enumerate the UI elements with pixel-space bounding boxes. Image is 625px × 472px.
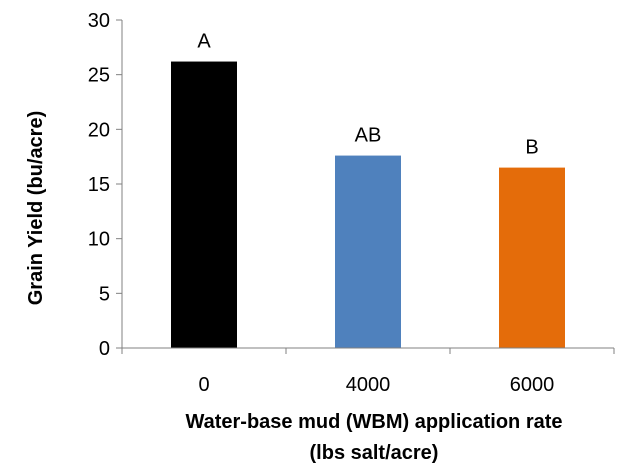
bar-6000 bbox=[499, 167, 565, 348]
x-tick-label: 0 bbox=[198, 374, 209, 396]
bar-letter-label: AB bbox=[355, 125, 382, 147]
y-tick-label: 30 bbox=[88, 10, 110, 32]
bars bbox=[171, 61, 565, 349]
x-tick-label: 4000 bbox=[346, 374, 391, 396]
bar-letter-label: A bbox=[197, 31, 211, 53]
bar-labels: A AB B bbox=[197, 31, 538, 159]
y-tick-label: 5 bbox=[99, 283, 110, 305]
y-axis-title: Grain Yield (bu/acre) bbox=[25, 111, 47, 306]
bar-0 bbox=[171, 61, 237, 349]
x-axis-title-line1: Water-base mud (WBM) application rate bbox=[185, 411, 562, 433]
y-tick-label: 15 bbox=[88, 174, 110, 196]
bar-letter-label: B bbox=[525, 137, 538, 159]
y-tick-label: 20 bbox=[88, 119, 110, 141]
y-tick-label: 25 bbox=[88, 65, 110, 87]
y-tick-label: 0 bbox=[99, 338, 110, 360]
x-axis-ticks: 0 4000 6000 bbox=[121, 348, 615, 396]
y-tick-label: 10 bbox=[88, 229, 110, 251]
y-axis-ticks: 0 5 10 15 20 25 30 bbox=[88, 10, 122, 360]
x-tick-label: 6000 bbox=[510, 374, 555, 396]
bar-4000 bbox=[335, 155, 401, 348]
x-axis-title-line2: (lbs salt/acre) bbox=[310, 442, 439, 464]
